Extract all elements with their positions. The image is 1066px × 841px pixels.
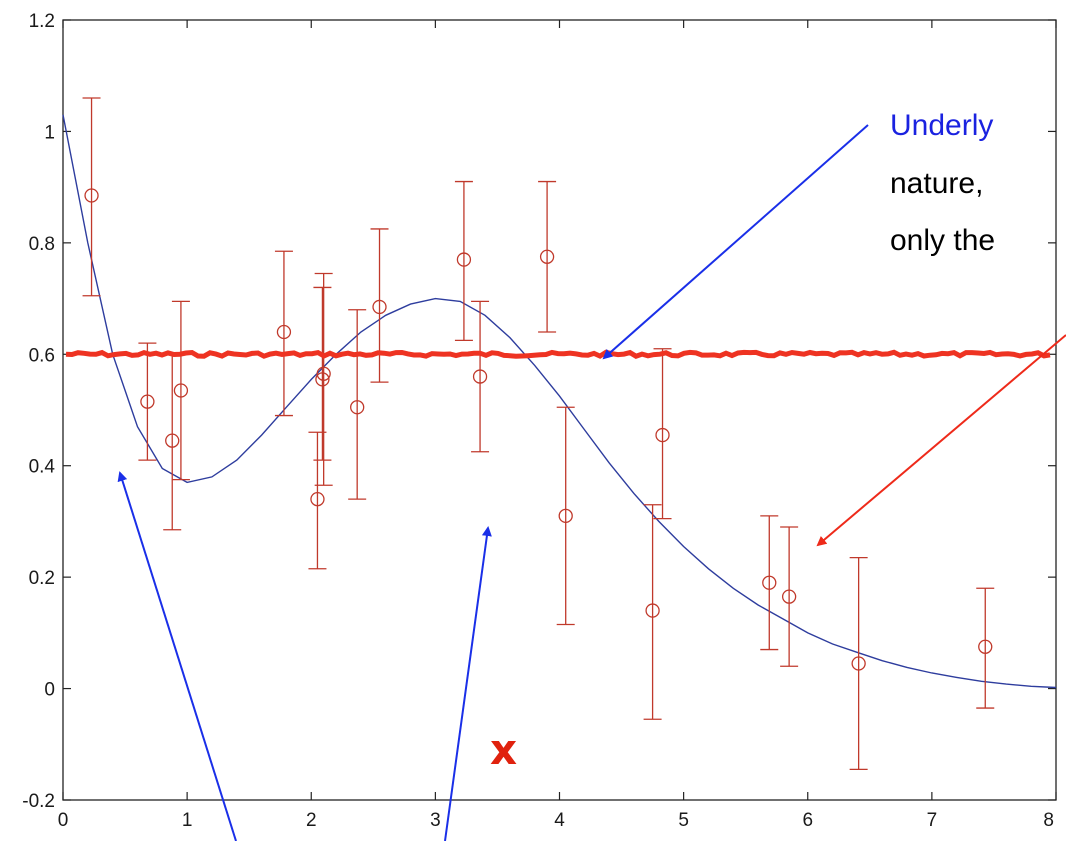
x-tick-label-0: 0 (58, 810, 69, 831)
data-point-12 (538, 180, 557, 333)
point-marker-2 (165, 433, 180, 448)
annotation-line-2: nature, (890, 167, 983, 200)
point-marker-11 (472, 369, 488, 384)
data-point-0 (82, 97, 101, 297)
point-marker-9 (372, 299, 387, 315)
x-tick-label-4: 4 (554, 810, 565, 831)
y-tick-label-0: -0.2 (22, 791, 55, 812)
data-point-7 (314, 272, 333, 486)
axis-ticks (62, 19, 1057, 801)
red-arrow (816, 334, 1066, 547)
horizontal-fit-line (65, 349, 1051, 359)
data-point-13 (556, 406, 575, 626)
data-point-17 (780, 526, 799, 667)
data-point-5 (308, 431, 327, 570)
plot-area-frame (62, 19, 1057, 801)
data-point-15 (653, 348, 672, 520)
blue-arrow-top (602, 124, 869, 360)
blue-arrow-bottom-middle (444, 526, 492, 841)
data-point-18 (849, 556, 868, 771)
annotation-line-1: Underly (890, 109, 993, 142)
point-marker-0 (84, 188, 99, 203)
data-point-9 (370, 228, 389, 383)
y-tick-label-7: 1.2 (29, 11, 55, 32)
point-marker-6 (315, 372, 330, 387)
data-point-3 (171, 300, 190, 481)
data-points (82, 97, 995, 771)
y-tick-label-4: 0.6 (29, 345, 55, 366)
x-marker-label: x (490, 725, 517, 774)
point-marker-17 (781, 589, 797, 604)
data-point-1 (138, 342, 157, 461)
blue-arrow-bottom-left (117, 471, 237, 841)
x-tick-labels: 0 1 2 3 4 5 6 7 8 (58, 810, 1054, 831)
point-marker-16 (762, 575, 777, 590)
point-marker-18 (851, 656, 866, 671)
data-point-6 (313, 286, 332, 461)
y-tick-label-1: 0 (44, 680, 55, 701)
point-marker-15 (655, 427, 670, 443)
point-marker-12 (539, 249, 555, 264)
x-tick-label-8: 8 (1043, 810, 1054, 831)
data-point-4 (274, 250, 293, 417)
point-marker-13 (558, 508, 573, 524)
y-tick-label-5: 0.8 (29, 234, 55, 255)
point-marker-5 (310, 491, 325, 507)
point-marker-14 (645, 603, 660, 618)
y-tick-labels: -0.2 0 0.2 0.4 0.6 0.8 1 1.2 (22, 11, 55, 812)
x-tick-label-6: 6 (802, 810, 813, 831)
data-point-10 (454, 180, 473, 342)
x-tick-label-7: 7 (927, 810, 938, 831)
data-point-11 (471, 300, 490, 453)
y-tick-label-3: 0.4 (29, 457, 56, 478)
point-marker-1 (140, 394, 155, 409)
x-tick-label-5: 5 (678, 810, 689, 831)
x-tick-label-2: 2 (306, 810, 317, 831)
annotation-line-3: only the (890, 224, 995, 257)
point-marker-4 (276, 324, 292, 340)
x-tick-label-1: 1 (182, 810, 193, 831)
data-point-16 (760, 515, 779, 651)
point-marker-7 (316, 366, 331, 381)
x-tick-label-3: 3 (430, 810, 441, 831)
y-tick-label-6: 1 (44, 122, 55, 143)
point-marker-19 (978, 639, 993, 654)
y-tick-label-2: 0.2 (29, 568, 55, 589)
point-marker-10 (456, 252, 472, 267)
point-marker-3 (173, 383, 189, 398)
data-point-19 (976, 587, 995, 709)
point-marker-8 (350, 400, 365, 415)
data-point-8 (348, 309, 367, 500)
data-point-14 (643, 504, 662, 720)
underlying-function-curve (62, 114, 1057, 689)
